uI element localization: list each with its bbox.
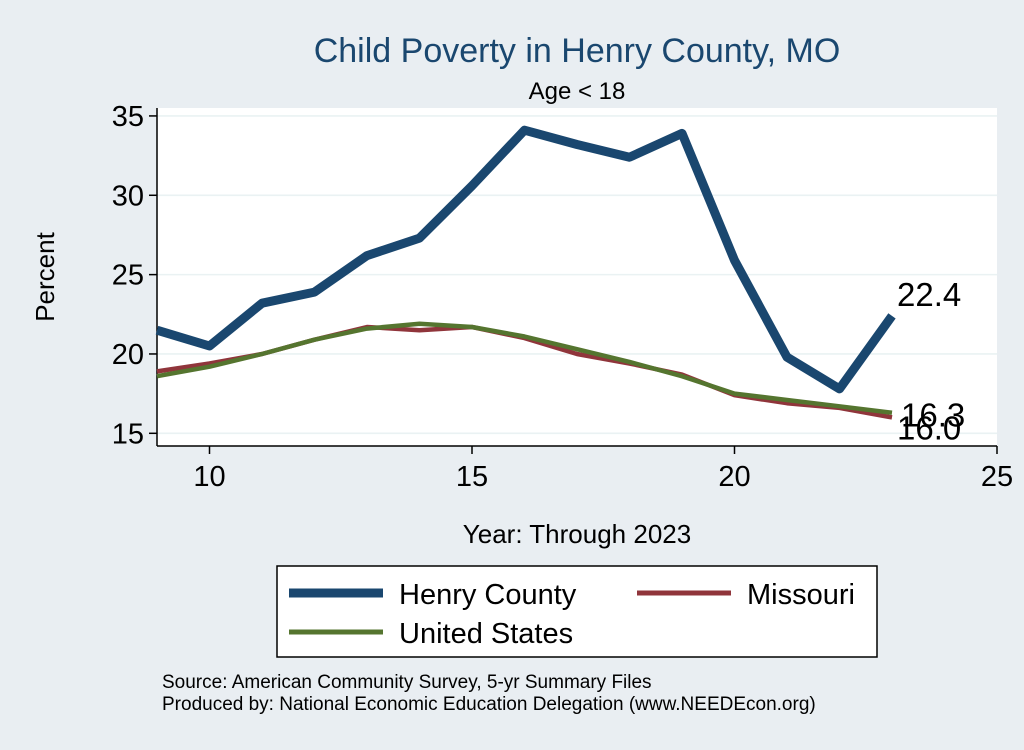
y-axis-label: Percent bbox=[30, 231, 60, 321]
produced-by-note: Produced by: National Economic Education… bbox=[162, 694, 816, 715]
x-tick-label-25: 25 bbox=[981, 461, 1013, 493]
x-axis-label: Year: Through 2023 bbox=[463, 519, 691, 549]
chart-title: Child Poverty in Henry County, MO bbox=[314, 32, 841, 70]
series-line-henry-county bbox=[155, 125, 896, 394]
x-tick-label-15: 15 bbox=[456, 461, 488, 493]
series-line-united-states bbox=[156, 321, 893, 415]
legend-box bbox=[276, 565, 878, 658]
y-tick-label-15: 15 bbox=[112, 418, 144, 450]
plot-area bbox=[157, 108, 997, 446]
y-tick-label-30: 30 bbox=[112, 180, 144, 212]
y-tick-label-20: 20 bbox=[112, 339, 144, 371]
y-tick-label-25: 25 bbox=[112, 260, 144, 292]
legend-label-henry-county: Henry County bbox=[399, 579, 577, 611]
legend-label-missouri: Missouri bbox=[747, 579, 855, 611]
legend-label-united-states: United States bbox=[399, 618, 573, 650]
end-label-missouri: 16.0 bbox=[897, 409, 961, 446]
gridlines bbox=[157, 115, 997, 435]
legend: Henry County Missouri United States bbox=[276, 565, 878, 658]
end-label-united-states: 16.3 bbox=[901, 397, 965, 434]
series-lines bbox=[155, 125, 896, 420]
x-tick-label-10: 10 bbox=[193, 461, 225, 493]
source-note: Source: American Community Survey, 5-yr … bbox=[162, 672, 652, 693]
end-labels: 22.4 16.016.3 bbox=[897, 276, 965, 447]
chart-subtitle: Age < 18 bbox=[529, 78, 626, 105]
axes: 15 20 25 30 35 10 15 20 25 bbox=[112, 101, 1013, 493]
end-label-henry-county: 22.4 bbox=[897, 276, 961, 313]
y-tick-label-35: 35 bbox=[112, 101, 144, 133]
x-tick-label-20: 20 bbox=[718, 461, 750, 493]
